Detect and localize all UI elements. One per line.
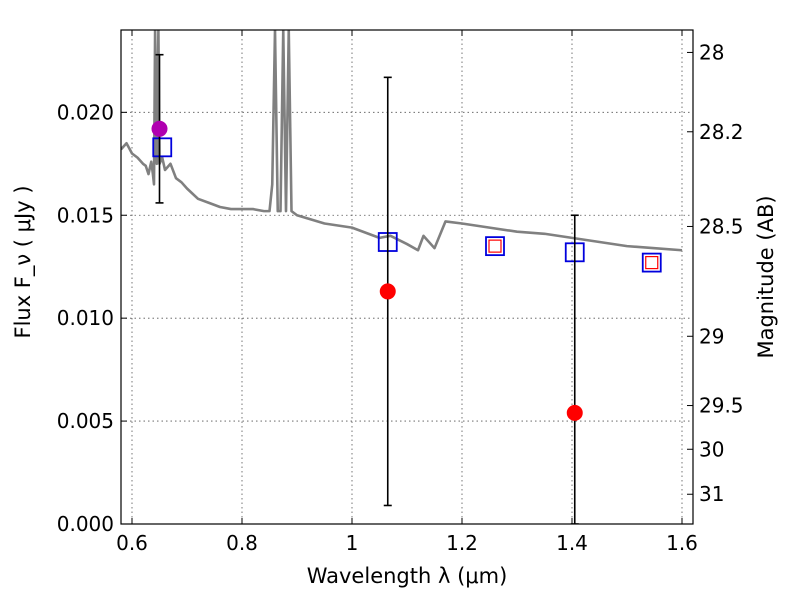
mag-tick-label: 30 (699, 437, 724, 461)
model-flux-square-blue (485, 236, 505, 257)
right-axis-label: Magnitude (AB) (754, 195, 778, 358)
mag-tick-label: 28.5 (699, 214, 744, 238)
ticks (121, 30, 693, 525)
mag-tick-label: 28 (699, 40, 724, 64)
data-layer (121, 30, 683, 524)
x-axis-label: Wavelength λ (μm) (307, 564, 508, 588)
model-flux-square-blue (641, 252, 662, 273)
mag-tick-label: 29.5 (699, 394, 744, 418)
y-tick-label: 0.015 (57, 203, 114, 227)
x-tick-label: 1.4 (556, 531, 588, 555)
y-axis-label: Flux F_ν ( μJy ) (11, 185, 36, 338)
mag-tick-label: 28.2 (699, 120, 744, 144)
plot-area (121, 30, 693, 524)
model-flux-square-red (645, 255, 659, 270)
measured-flux-point (379, 283, 396, 300)
measured-flux-point (151, 120, 168, 137)
model-spectrum-line (121, 30, 683, 252)
plot-frame (120, 29, 694, 525)
mag-tick-label: 29 (699, 324, 724, 348)
x-tick-label: 1.6 (666, 531, 698, 555)
model-flux-square-red (488, 239, 502, 253)
x-tick-label: 0.6 (116, 531, 148, 555)
model-flux-square-blue (152, 137, 173, 158)
mag-tick-label: 31 (699, 482, 724, 506)
x-tick-label: 1 (346, 531, 359, 555)
y-tick-label: 0.020 (57, 100, 114, 124)
y-tick-label: 0.000 (57, 512, 114, 536)
y-tick-label: 0.005 (57, 409, 114, 433)
y-tick-label: 0.010 (57, 306, 114, 330)
measured-flux-point (566, 404, 583, 421)
tick-labels: 0.6 0.8 1 1.2 1.4 1.6 0.000 0.005 0.010 0.015 0.02… (57, 40, 744, 555)
x-tick-label: 1.2 (446, 531, 478, 555)
x-tick-label: 0.8 (226, 531, 258, 555)
